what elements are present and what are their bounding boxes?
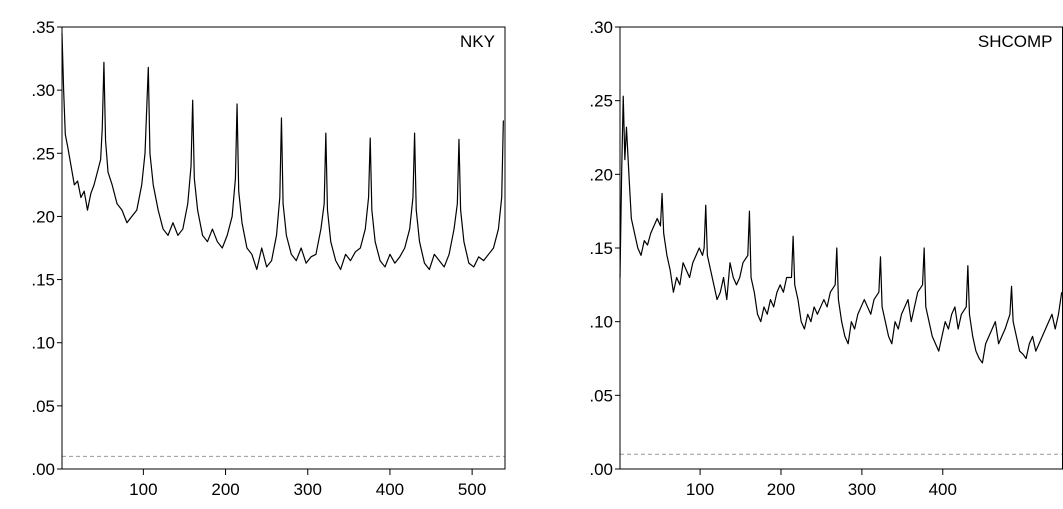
series-line [619, 95, 1063, 364]
legend-label: SHCOMP [978, 32, 1053, 51]
x-tick-label: 300 [294, 480, 322, 499]
x-tick-label: 200 [767, 480, 795, 499]
y-tick-label: .35 [31, 18, 55, 37]
x-tick-label: 100 [129, 480, 157, 499]
plot-frame [619, 26, 1063, 470]
y-tick-label: .30 [31, 81, 55, 100]
x-tick-label: 200 [211, 480, 239, 499]
y-tick-label: .05 [31, 397, 55, 416]
x-tick-label: 400 [929, 480, 957, 499]
y-tick-label: .15 [589, 239, 613, 258]
series-line [61, 33, 504, 271]
y-tick-label: .10 [31, 334, 55, 353]
y-tick-label: .15 [31, 271, 55, 290]
x-tick-label: 300 [848, 480, 876, 499]
x-tick-label: 500 [458, 480, 486, 499]
y-tick-label: .20 [589, 165, 613, 184]
y-tick-label: .05 [589, 386, 613, 405]
y-tick-label: .00 [31, 460, 55, 479]
y-tick-label: .30 [589, 18, 613, 37]
plot-frame [61, 26, 506, 470]
y-tick-label: .25 [31, 144, 55, 163]
x-tick-label: 400 [376, 480, 404, 499]
x-tick-label: 100 [686, 480, 714, 499]
legend-label: NKY [460, 32, 495, 51]
y-tick-label: .25 [589, 92, 613, 111]
y-tick-label: .10 [589, 313, 613, 332]
y-tick-label: .00 [589, 460, 613, 479]
y-tick-label: .20 [31, 207, 55, 226]
